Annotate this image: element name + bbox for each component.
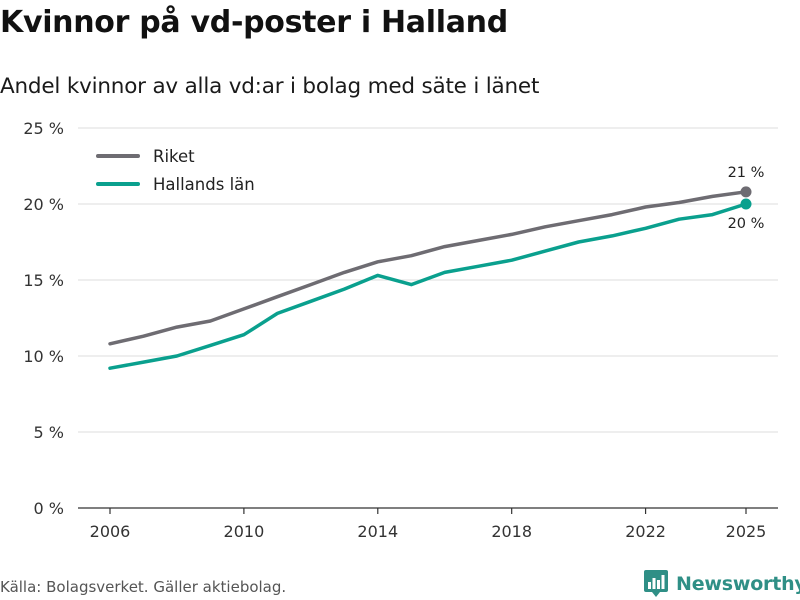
series-line-hallands-lan[interactable] bbox=[108, 202, 748, 370]
series-line-riket[interactable] bbox=[108, 190, 748, 346]
brand-logo[interactable]: Newsworthy bbox=[644, 568, 800, 600]
legend: Riket Hallands län bbox=[96, 147, 255, 194]
x-tick-label: 2022 bbox=[625, 522, 666, 541]
x-tick-label: 2010 bbox=[224, 522, 265, 541]
chart-title: Kvinnor på vd-poster i Halland bbox=[0, 5, 508, 40]
series-end-point[interactable] bbox=[740, 198, 752, 210]
y-tick-label: 10 % bbox=[23, 347, 64, 366]
series-end-point[interactable] bbox=[740, 186, 752, 198]
brand-name: Newsworthy bbox=[676, 573, 800, 595]
chart-subtitle: Andel kvinnor av alla vd:ar i bolag med … bbox=[0, 74, 540, 99]
x-tick-label: 2018 bbox=[491, 522, 532, 541]
legend-label: Riket bbox=[153, 147, 195, 166]
y-tick-label: 15 % bbox=[23, 271, 64, 290]
series-lines bbox=[108, 186, 752, 370]
bar-chart-logo-icon bbox=[644, 570, 668, 597]
source-note: Källa: Bolagsverket. Gäller aktiebolag. bbox=[0, 578, 287, 596]
y-tick-label: 5 % bbox=[34, 423, 64, 442]
end-labels: 21 % 20 % bbox=[728, 165, 765, 232]
x-tick-label: 2014 bbox=[357, 522, 398, 541]
end-value-label: 20 % bbox=[728, 216, 765, 232]
x-tick-label: 2025 bbox=[726, 522, 767, 541]
axes: 0 % 5 % 10 % 15 % 20 % 25 % 2006 2010 2014 2018 20… bbox=[23, 119, 778, 541]
y-tick-label: 0 % bbox=[34, 499, 64, 518]
legend-label: Hallands län bbox=[153, 175, 255, 194]
x-tick-label: 2006 bbox=[90, 522, 131, 541]
end-value-label: 21 % bbox=[728, 165, 765, 181]
y-tick-label: 25 % bbox=[23, 119, 64, 138]
y-tick-label: 20 % bbox=[23, 195, 64, 214]
